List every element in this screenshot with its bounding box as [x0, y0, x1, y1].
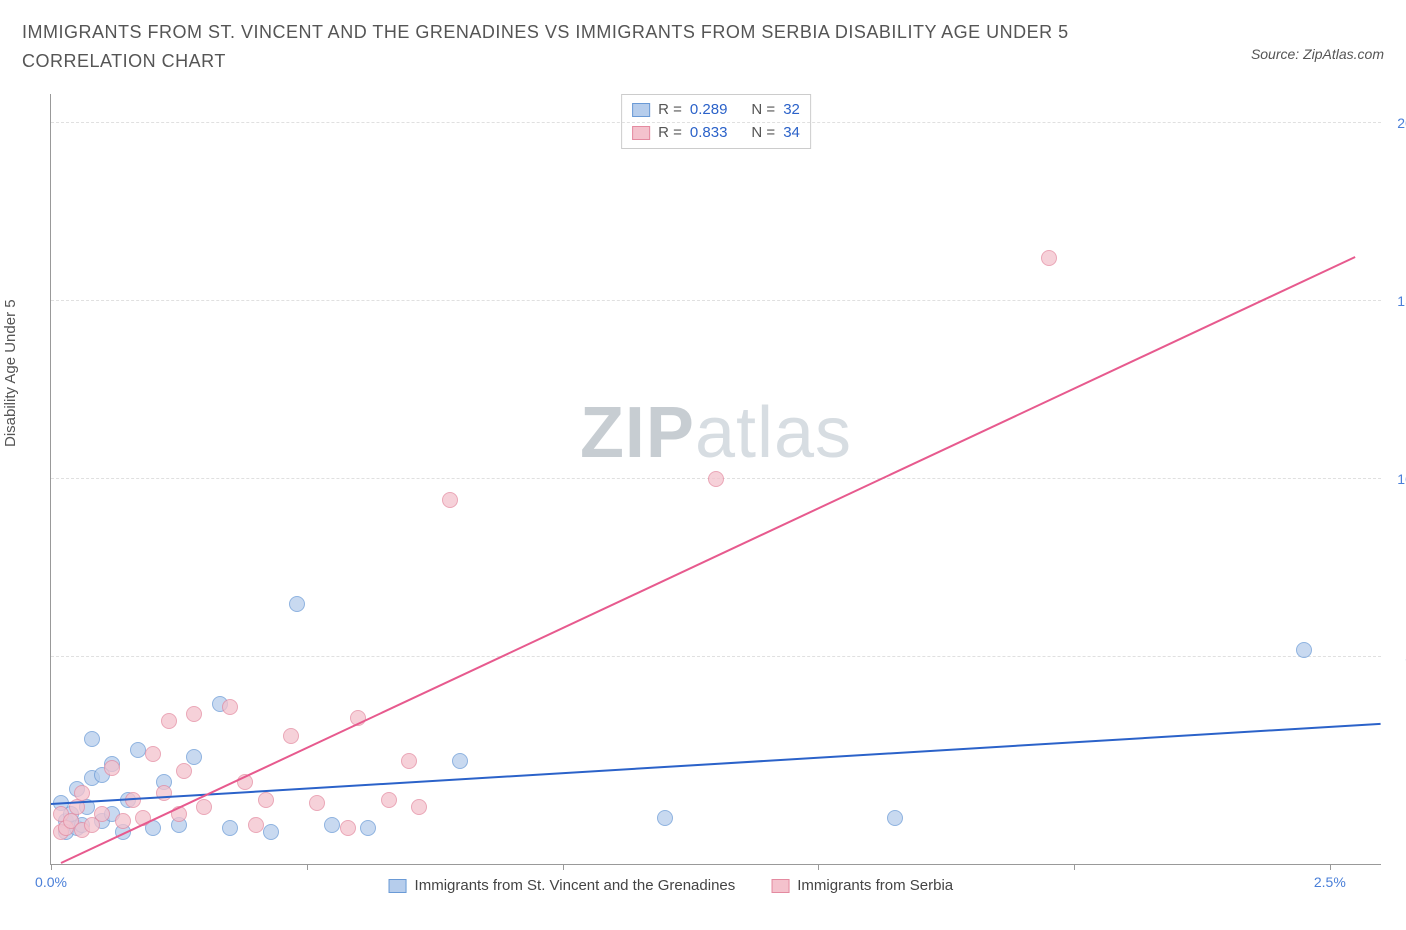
chart-container: Disability Age Under 5 ZIPatlas R = 0.28…	[0, 84, 1406, 930]
data-point	[145, 746, 161, 762]
data-point	[324, 817, 340, 833]
data-point	[401, 753, 417, 769]
legend-row-svg: R = 0.289 N = 32	[632, 99, 800, 122]
data-point	[176, 763, 192, 779]
legend-item-serbia: Immigrants from Serbia	[771, 877, 953, 894]
data-point	[222, 820, 238, 836]
swatch-serbia	[632, 126, 650, 140]
data-point	[1041, 250, 1057, 266]
data-point	[74, 785, 90, 801]
data-point	[186, 706, 202, 722]
watermark-bold: ZIP	[580, 393, 695, 473]
x-tick-mark	[1074, 864, 1075, 870]
source-name: ZipAtlas.com	[1303, 46, 1384, 62]
data-point	[452, 753, 468, 769]
watermark: ZIPatlas	[580, 392, 852, 474]
data-point	[263, 824, 279, 840]
r-value-serbia: 0.833	[690, 122, 728, 145]
swatch-serbia	[771, 879, 789, 893]
legend-item-svg: Immigrants from St. Vincent and the Gren…	[389, 877, 736, 894]
data-point	[196, 799, 212, 815]
data-point	[161, 713, 177, 729]
x-tick-mark	[1330, 864, 1331, 870]
x-tick-mark	[51, 864, 52, 870]
y-tick-label: 5.0%	[1387, 649, 1406, 665]
chart-title: IMMIGRANTS FROM ST. VINCENT AND THE GREN…	[22, 18, 1172, 76]
x-tick-mark	[563, 864, 564, 870]
data-point	[442, 492, 458, 508]
swatch-svg	[632, 103, 650, 117]
data-point	[309, 795, 325, 811]
y-tick-label: 10.0%	[1387, 471, 1406, 487]
data-point	[360, 820, 376, 836]
data-point	[94, 806, 110, 822]
trend-line	[61, 256, 1356, 864]
data-point	[283, 728, 299, 744]
data-point	[1296, 642, 1312, 658]
data-point	[708, 471, 724, 487]
x-tick-label: 2.5%	[1314, 874, 1346, 890]
n-label: N =	[751, 122, 775, 145]
x-tick-mark	[818, 864, 819, 870]
r-label: R =	[658, 122, 682, 145]
plot-area: ZIPatlas R = 0.289 N = 32 R = 0.833 N = …	[50, 94, 1381, 865]
data-point	[130, 742, 146, 758]
data-point	[186, 749, 202, 765]
gridline	[51, 656, 1381, 657]
data-point	[340, 820, 356, 836]
gridline	[51, 300, 1381, 301]
y-tick-label: 20.0%	[1387, 115, 1406, 131]
y-axis-label: Disability Age Under 5	[2, 299, 19, 447]
y-tick-label: 15.0%	[1387, 293, 1406, 309]
trend-line	[51, 723, 1381, 805]
data-point	[84, 731, 100, 747]
legend-label-serbia: Immigrants from Serbia	[797, 877, 953, 894]
data-point	[887, 810, 903, 826]
data-point	[115, 813, 131, 829]
source-credit: Source: ZipAtlas.com	[1251, 18, 1384, 62]
series-legend: Immigrants from St. Vincent and the Gren…	[389, 877, 954, 894]
x-tick-label: 0.0%	[35, 874, 67, 890]
legend-row-serbia: R = 0.833 N = 34	[632, 122, 800, 145]
data-point	[381, 792, 397, 808]
x-tick-mark	[307, 864, 308, 870]
gridline	[51, 122, 1381, 123]
n-value-serbia: 34	[783, 122, 800, 145]
n-value-svg: 32	[783, 99, 800, 122]
data-point	[222, 699, 238, 715]
r-value-svg: 0.289	[690, 99, 728, 122]
data-point	[411, 799, 427, 815]
n-label: N =	[751, 99, 775, 122]
data-point	[657, 810, 673, 826]
watermark-light: atlas	[695, 393, 852, 473]
data-point	[104, 760, 120, 776]
legend-label-svg: Immigrants from St. Vincent and the Gren…	[415, 877, 736, 894]
data-point	[258, 792, 274, 808]
data-point	[289, 596, 305, 612]
data-point	[248, 817, 264, 833]
source-prefix: Source:	[1251, 46, 1303, 62]
r-label: R =	[658, 99, 682, 122]
swatch-svg	[389, 879, 407, 893]
